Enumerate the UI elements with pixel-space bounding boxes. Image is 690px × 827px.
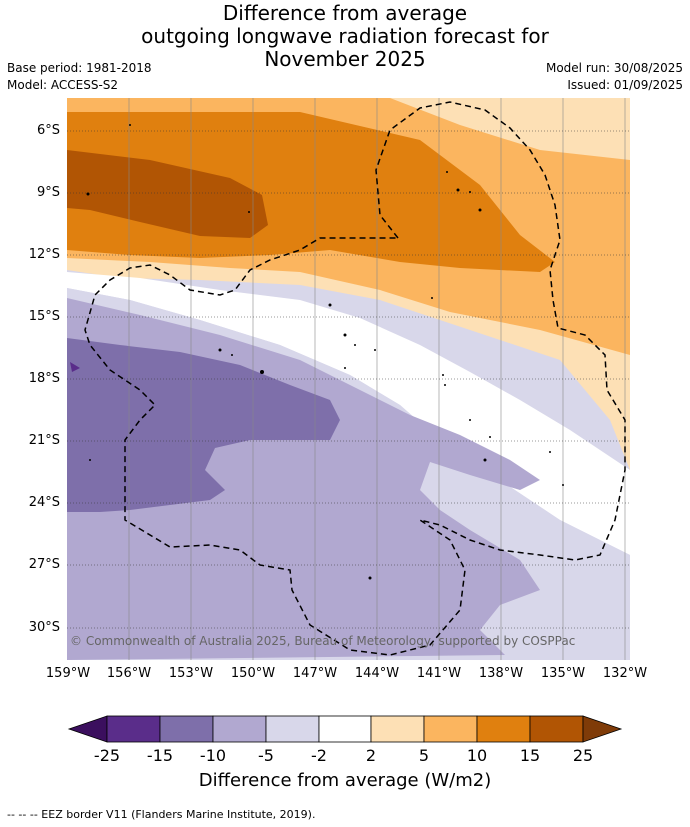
band-15-25 <box>67 150 268 238</box>
lon-label: 150°W <box>230 666 276 681</box>
eez-legend: -- -- -- EEZ border V11 (Flanders Marine… <box>7 808 316 821</box>
base-period: Base period: 1981-2018 <box>7 61 152 75</box>
anomaly-field <box>67 98 630 660</box>
colorbar-seg-8 <box>476 715 531 743</box>
band-neutral <box>67 272 630 555</box>
colorbar-seg-4 <box>265 715 320 743</box>
lon-label: 132°W <box>602 666 648 681</box>
colorbar-title: Difference from average (W/m2) <box>198 770 492 791</box>
eez-border <box>84 101 626 656</box>
lon-label: 156°W <box>106 666 152 681</box>
meta-right: Model run: 30/08/2025 Issued: 01/09/2025 <box>546 60 683 94</box>
colorbar-tick: 25 <box>572 746 594 765</box>
colorbar-tick: -15 <box>146 746 174 765</box>
band-neg-10-15 <box>67 338 340 512</box>
lon-label: 159°W <box>45 666 91 681</box>
colorbar-tick: 15 <box>519 746 541 765</box>
lat-label: 30°S <box>28 620 60 635</box>
colorbar-tick: 5 <box>418 746 430 765</box>
lon-label: 138°W <box>478 666 524 681</box>
band-neg-15-25 <box>70 362 80 372</box>
lat-label: 6°S <box>36 123 60 138</box>
model-run: Model run: 30/08/2025 <box>545 61 683 75</box>
lon-label: 144°W <box>354 666 400 681</box>
lat-label: 18°S <box>28 371 60 386</box>
colorbar-tick: 2 <box>365 746 377 765</box>
colorbar-tick: -5 <box>258 746 274 765</box>
lon-label: 141°W <box>416 666 462 681</box>
model-name: Model: ACCESS-S2 <box>7 78 119 92</box>
colorbar-tick: -25 <box>93 746 121 765</box>
lat-label: 27°S <box>28 557 60 572</box>
lat-label: 12°S <box>28 247 60 262</box>
islands <box>86 124 564 580</box>
title-line-1: Difference from average <box>222 1 468 25</box>
title-line-2: outgoing longwave radiation forecast for <box>141 24 549 48</box>
lon-label: 147°W <box>292 666 338 681</box>
lon-label: 153°W <box>168 666 214 681</box>
colorbar-tick: 10 <box>466 746 488 765</box>
colorbar-seg-5 <box>318 715 372 743</box>
colorbar-seg-6 <box>370 715 425 743</box>
issued-date: Issued: 01/09/2025 <box>567 78 683 92</box>
lon-label: 135°W <box>540 666 586 681</box>
colorbar-tick: -2 <box>311 746 327 765</box>
colorbar-under <box>67 715 108 743</box>
colorbar-seg-7 <box>423 715 478 743</box>
map-title: Difference from average outgoing longwav… <box>0 2 690 71</box>
lat-label: 15°S <box>28 309 60 324</box>
title-line-3: November 2025 <box>264 47 426 71</box>
colorbar-over <box>582 715 623 743</box>
colorbar-seg-3 <box>212 715 267 743</box>
lat-gridlines <box>67 130 630 629</box>
colorbar-seg-9 <box>529 715 584 743</box>
colorbar-seg-1 <box>106 715 161 743</box>
lat-label: 9°S <box>36 185 60 200</box>
colorbar <box>67 715 623 743</box>
colorbar-tick: -10 <box>199 746 227 765</box>
lat-label: 21°S <box>28 433 60 448</box>
colorbar-seg-2 <box>159 715 214 743</box>
meta-left: Base period: 1981-2018 Model: ACCESS-S2 <box>7 60 152 94</box>
copyright-notice: © Commonwealth of Australia 2025, Bureau… <box>70 634 576 648</box>
lat-label: 24°S <box>28 495 60 510</box>
